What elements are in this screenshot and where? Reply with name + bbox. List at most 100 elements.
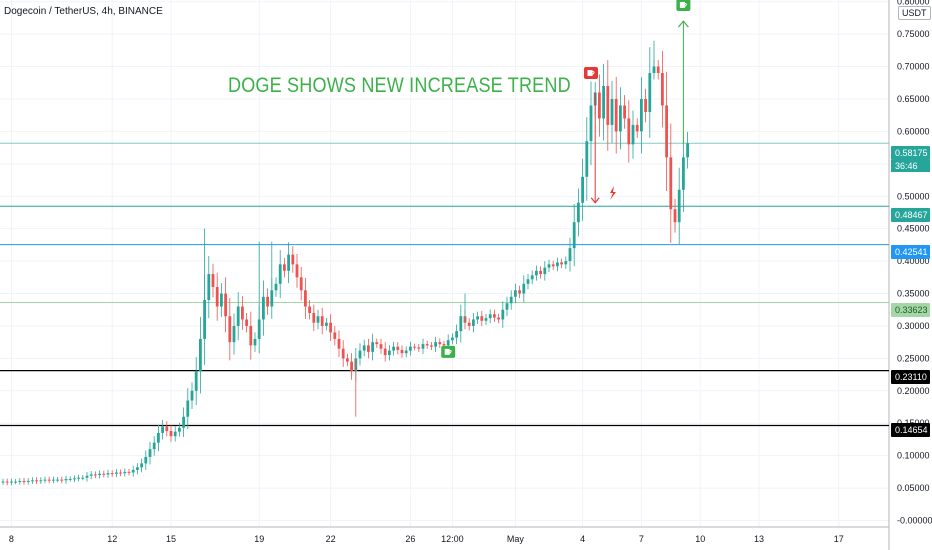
candle-body	[270, 290, 274, 307]
candle-body	[522, 283, 526, 294]
candle-body	[207, 274, 211, 301]
candle-body	[47, 479, 51, 481]
candle-body	[123, 471, 127, 474]
candle-body	[224, 293, 227, 317]
candle-body	[409, 346, 412, 351]
candle-body	[140, 463, 143, 468]
candle-body	[186, 400, 190, 417]
candle-body	[241, 306, 244, 320]
currency-badge[interactable]: USDT	[898, 6, 931, 20]
candle-body	[568, 248, 572, 262]
candle-body	[451, 337, 454, 341]
arrow-up-head	[677, 20, 689, 28]
candle-body	[211, 274, 215, 288]
candle-body	[371, 342, 374, 352]
candle-body	[526, 279, 530, 284]
y-tick-label: 0.35000	[897, 289, 930, 299]
candle-body	[102, 473, 106, 475]
candle-body	[518, 290, 521, 294]
level-tag-3: 0.33623	[891, 303, 930, 317]
candle-body	[249, 325, 253, 346]
y-tick-label: 0.10000	[897, 451, 930, 461]
x-tick-label: 22	[326, 534, 336, 544]
candle-body	[287, 254, 290, 271]
candle-body	[178, 427, 181, 432]
candle-body	[430, 345, 433, 347]
y-tick-label: 0.80000	[897, 0, 930, 7]
candle-body	[308, 306, 311, 313]
y-tick-label: 0.20000	[897, 386, 930, 396]
candle-body	[60, 479, 64, 481]
candle-body	[673, 209, 677, 223]
candle-body	[278, 264, 282, 284]
symbol-title: Dogecoin / TetherUS, 4h, BINANCE	[4, 6, 163, 17]
candle-body	[493, 314, 496, 318]
x-tick-label: 4	[580, 534, 585, 544]
candle-body	[362, 345, 366, 351]
candle-body	[375, 342, 379, 345]
x-tick-label: 7	[639, 534, 644, 544]
candle-body	[585, 141, 589, 177]
candle-body	[488, 314, 492, 319]
candle-body	[173, 431, 177, 437]
candle-body	[421, 344, 425, 349]
candle-body	[169, 431, 173, 437]
candle-body	[35, 480, 38, 482]
candle-body	[115, 472, 118, 474]
level-tag-5: 0.14654	[891, 423, 930, 437]
candle-body	[144, 456, 148, 464]
candle-body	[509, 296, 513, 304]
candle-body	[505, 303, 509, 310]
candle-body	[5, 481, 9, 483]
candle-body	[18, 480, 22, 482]
candle-body	[190, 390, 194, 401]
candle-body	[640, 98, 643, 132]
candle-body	[455, 331, 458, 338]
x-tick-label: 12:00	[441, 534, 464, 544]
candle-body	[341, 348, 345, 359]
arrow-down-head	[590, 197, 600, 204]
candle-body	[635, 124, 639, 132]
level-tag-1: 0.48467	[891, 208, 930, 222]
y-tick-label: 0.45000	[897, 224, 930, 234]
candle-body	[325, 322, 328, 326]
candle-body	[602, 86, 605, 119]
candle-body	[623, 105, 626, 119]
candle-body	[295, 264, 299, 278]
candle-body	[686, 143, 689, 158]
level-tag-2: 0.42541	[891, 245, 930, 259]
candle-body	[89, 474, 93, 476]
candle-body	[446, 340, 450, 346]
candle-body	[388, 350, 391, 356]
current-price-tag: 0.58175	[891, 146, 930, 160]
candle-body	[539, 270, 542, 275]
candle-body	[610, 98, 614, 125]
y-tick-label: 0.30000	[897, 321, 930, 331]
candle-body	[106, 473, 110, 475]
candle-body	[396, 346, 400, 350]
candle-body	[22, 480, 26, 482]
candle-body	[136, 467, 139, 470]
candle-body	[98, 473, 101, 476]
candle-body	[572, 222, 576, 249]
candle-body	[358, 350, 362, 359]
x-tick-label: May	[507, 534, 525, 544]
candle-body	[614, 98, 618, 132]
candle-body	[14, 481, 17, 483]
candle-body	[94, 474, 97, 476]
y-tick-label: 0.40000	[897, 256, 930, 266]
candle-body	[215, 287, 219, 307]
candle-body	[417, 347, 421, 349]
candle-body	[152, 442, 156, 450]
candle-body	[497, 317, 500, 320]
y-tick-label: 0.25000	[897, 353, 930, 363]
y-tick-label: 0.70000	[897, 62, 930, 72]
candle-body	[26, 480, 30, 482]
sell-signal-icon-handle	[592, 71, 595, 75]
candle-body	[131, 469, 135, 473]
candle-body	[245, 319, 248, 326]
candle-body	[228, 316, 232, 343]
candle-body	[52, 479, 55, 481]
